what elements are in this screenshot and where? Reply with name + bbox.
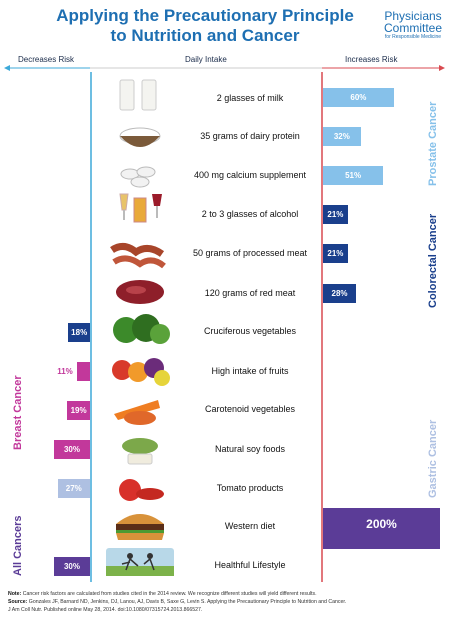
bar-value-label-4: 21% xyxy=(327,210,344,220)
logo-tagline: for Responsible Medicine xyxy=(384,34,442,40)
group-label-colorectal: Colorectal Cancer xyxy=(427,213,439,308)
logo-line-2: Committee xyxy=(383,21,442,35)
bar-2 xyxy=(323,127,361,147)
row-label: 400 mg calcium supplement xyxy=(193,170,307,180)
bar-1 xyxy=(323,88,394,107)
row-label: 120 grams of red meat xyxy=(204,288,296,298)
row-label: 2 glasses of milk xyxy=(216,93,284,103)
red-meat-icon xyxy=(116,280,164,304)
bar-value-label-12: 200% xyxy=(366,517,397,532)
bar-value-label-1: 60% xyxy=(350,93,367,102)
footer-source: Source: Gonzales JF, Barnard ND, Jenkins… xyxy=(8,598,444,606)
bar-9 xyxy=(67,400,90,420)
row-label: Cruciferous vegetables xyxy=(203,326,297,336)
increases-risk-header: Increases Risk xyxy=(345,55,398,64)
cruciferous-vegetables-icon xyxy=(113,314,170,344)
bar-value-label-9: 19% xyxy=(70,405,87,415)
source-text: Gonzales JF, Barnard ND, Jenkins, DJ, La… xyxy=(28,599,347,605)
row-label: Carotenoid vegetables xyxy=(204,404,296,414)
row-label: 35 grams of dairy protein xyxy=(200,131,300,141)
bar-11 xyxy=(57,479,90,498)
logo: Physicians Committee for Responsible Med… xyxy=(378,10,448,41)
chart-axes xyxy=(4,65,445,582)
note-text: Cancer risk factors are calculated from … xyxy=(22,591,317,597)
dairy-protein-icon xyxy=(119,127,161,147)
row-label: 50 grams of processed meat xyxy=(192,248,308,258)
bar-4 xyxy=(323,205,348,225)
logo-line-1: Physicians xyxy=(384,9,442,23)
tomato-products-icon xyxy=(119,479,164,501)
group-label-all: All Cancers xyxy=(12,515,24,576)
bar-value-label-5: 21% xyxy=(327,249,344,259)
row-label: Tomato products xyxy=(216,483,284,493)
group-label-breast: Breast Cancer xyxy=(12,375,24,450)
footer: Note: Cancer risk factors are calculated… xyxy=(8,590,444,614)
western-diet-icon xyxy=(116,514,164,540)
group-label-prostate: Prostate Cancer xyxy=(427,101,439,186)
healthful-lifestyle-icon xyxy=(106,548,174,576)
left-arrow-head xyxy=(4,65,10,71)
bar-6 xyxy=(323,283,357,303)
bar-12 xyxy=(323,508,440,550)
page-title: Applying the Precautionary Principle to … xyxy=(40,6,370,46)
processed-meat-icon xyxy=(110,243,166,269)
bar-value-label-13: 30% xyxy=(63,562,80,572)
title-line-1: Applying the Precautionary Principle xyxy=(56,6,354,25)
bar-value-label-10: 30% xyxy=(63,444,80,454)
calcium-pills-icon xyxy=(120,166,156,188)
source-label: Source: xyxy=(8,599,28,605)
row-label: Western diet xyxy=(224,521,276,531)
bar-value-label-11: 27% xyxy=(65,484,82,493)
food-icons xyxy=(106,79,174,576)
bar-8 xyxy=(76,361,90,381)
daily-intake-header: Daily Intake xyxy=(185,55,227,64)
bar-value-label-3: 51% xyxy=(345,171,362,181)
fruits-icon xyxy=(112,358,170,386)
note-label: Note: xyxy=(8,591,22,597)
bar-7 xyxy=(68,322,90,342)
bar-13 xyxy=(54,557,90,577)
bar-3 xyxy=(323,166,384,186)
row-label: 2 to 3 glasses of alcohol xyxy=(201,209,299,219)
alcohol-icon xyxy=(119,193,162,223)
bar-10 xyxy=(54,439,90,459)
bar-value-label-8: 11% xyxy=(57,366,73,376)
soy-foods-icon xyxy=(122,438,158,465)
row-label: High intake of fruits xyxy=(211,366,289,376)
group-label-gastric: Gastric Cancer xyxy=(427,419,439,498)
bar-value-label-7: 18% xyxy=(71,327,88,337)
bar-5 xyxy=(323,244,348,264)
carotenoid-vegetables-icon xyxy=(114,400,160,425)
footer-note: Note: Cancer risk factors are calculated… xyxy=(8,590,444,598)
title-line-2: to Nutrition and Cancer xyxy=(110,26,300,45)
row-label: Natural soy foods xyxy=(214,444,286,454)
bar-value-label-2: 32% xyxy=(333,132,350,142)
row-label: Healthful Lifestyle xyxy=(214,560,286,570)
decreases-risk-header: Decreases Risk xyxy=(18,55,75,64)
bar-value-label-6: 28% xyxy=(331,288,348,298)
milk-icon xyxy=(119,79,157,111)
right-arrow-head xyxy=(439,65,445,71)
footer-citation: J Am Coll Nutr. Published online May 28,… xyxy=(8,607,203,613)
